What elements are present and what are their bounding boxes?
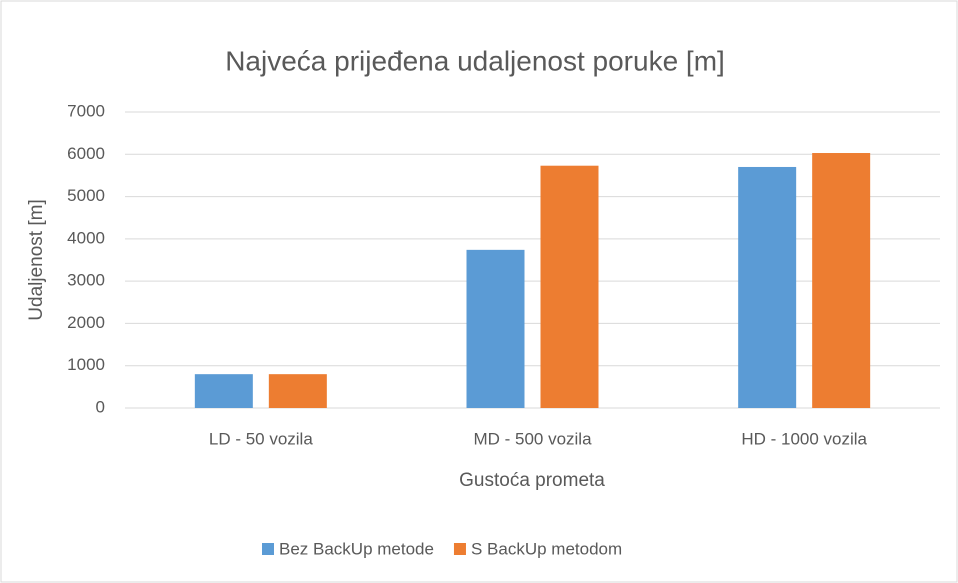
x-tick-label: HD - 1000 vozila [741, 429, 867, 448]
bar [540, 165, 599, 408]
bar [812, 153, 871, 408]
bar [466, 249, 525, 408]
x-axis-title: Gustoća prometa [459, 470, 605, 491]
y-tick-label: 0 [96, 397, 105, 416]
legend-swatch [262, 543, 274, 555]
y-tick-label: 6000 [67, 144, 105, 163]
bar [194, 374, 253, 408]
y-tick-label: 4000 [67, 228, 105, 247]
bar [268, 374, 327, 408]
x-tick-label: LD - 50 vozila [209, 429, 313, 448]
legend-swatch [453, 543, 466, 555]
legend-label: Bez BackUp metode [279, 539, 434, 558]
y-axis-title: Udaljenost [m] [26, 199, 47, 320]
bar [738, 166, 797, 408]
y-tick-label: 3000 [67, 271, 105, 290]
y-tick-label: 7000 [67, 101, 105, 120]
y-tick-label: 5000 [67, 186, 105, 205]
legend-label: S BackUp metodom [471, 539, 622, 558]
x-tick-label: MD - 500 vozila [473, 429, 592, 448]
y-tick-label: 1000 [67, 355, 105, 374]
chart-title: Najveća prijeđena udaljenost poruke [m] [225, 45, 725, 76]
y-tick-label: 2000 [67, 313, 105, 332]
